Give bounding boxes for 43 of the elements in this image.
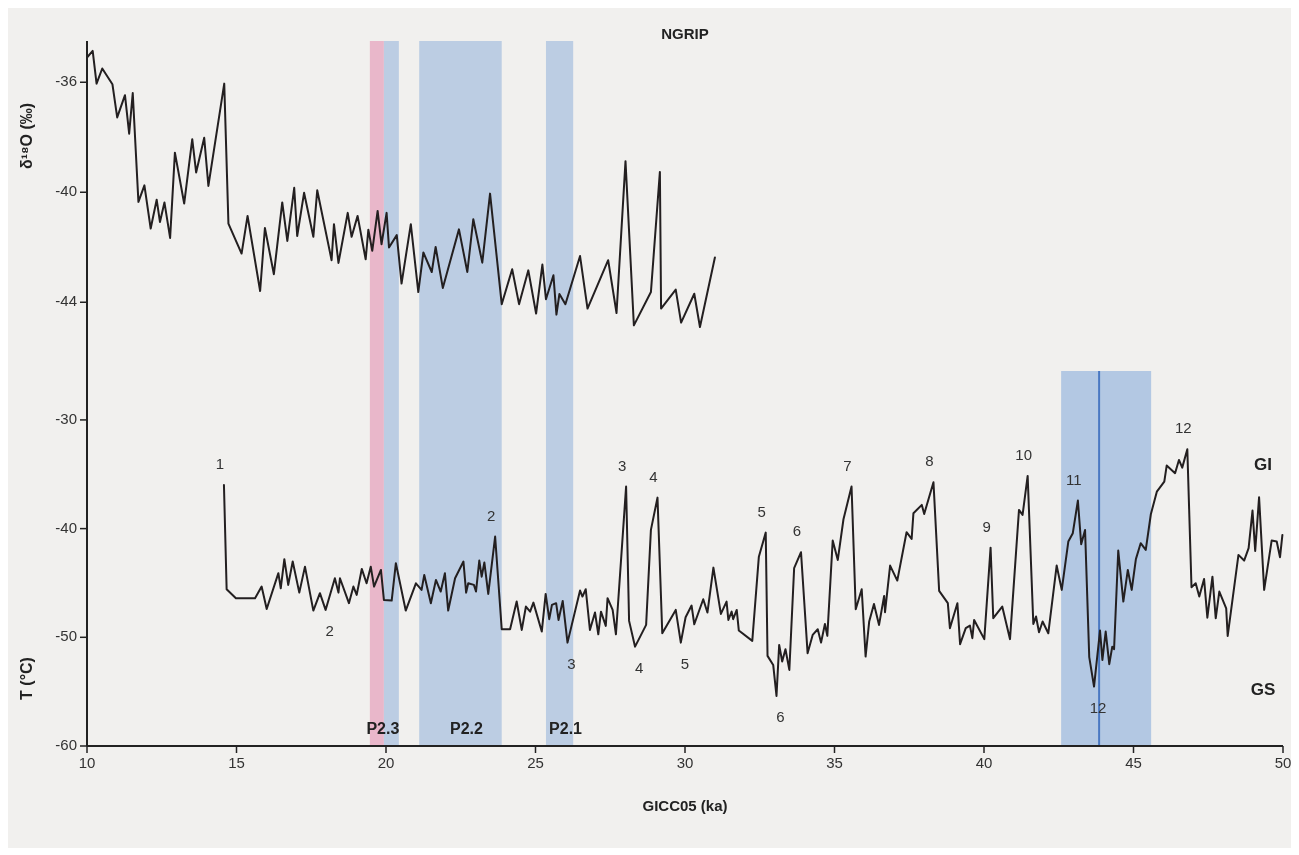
line-series <box>222 448 1284 697</box>
band-label: P2.1 <box>549 720 583 737</box>
annotation: 4 <box>649 467 658 485</box>
annotation: 5 <box>757 502 766 520</box>
x-tick-label: 15 <box>228 754 245 771</box>
y-axis-title: T (°C) <box>18 657 35 700</box>
y-tick-label: -44 <box>55 292 77 310</box>
band-label: P2.3 <box>366 720 400 737</box>
y-tick-label: -40 <box>55 518 77 536</box>
y-tick-label: -40 <box>55 182 77 200</box>
x-axis-title: GICC05 (ka) <box>642 797 728 814</box>
annotation: GI <box>1254 455 1272 475</box>
annotation: 7 <box>843 456 852 474</box>
x-tick-label: 40 <box>975 754 993 771</box>
x-tick-label: 20 <box>377 754 395 771</box>
annotation: 3 <box>617 456 627 474</box>
y-tick-label: -36 <box>55 72 77 90</box>
x-tick-label: 35 <box>826 754 843 771</box>
x-tick-label: 25 <box>527 754 544 771</box>
annotation: GS <box>1250 680 1276 700</box>
x-tick-label: 50 <box>1274 754 1292 771</box>
y-tick-label: -30 <box>55 409 77 427</box>
annotation: 6 <box>776 707 785 725</box>
annotation: 2 <box>325 621 334 639</box>
y-tick-label: -60 <box>55 735 77 753</box>
annotation: 6 <box>792 522 802 540</box>
band-label: P2.2 <box>449 720 484 737</box>
annotation: 3 <box>567 654 576 672</box>
annotation: 1 <box>215 454 225 472</box>
y-axis-title: δ¹⁸O (‰) <box>18 102 35 170</box>
annotation: 5 <box>680 654 689 672</box>
x-tick-label: 10 <box>78 754 96 771</box>
annotation: 10 <box>1015 445 1032 463</box>
annotation: 12 <box>1174 419 1192 437</box>
chart-title: NGRIP <box>661 25 709 42</box>
annotation: 8 <box>925 452 934 470</box>
annotation: 2 <box>486 506 496 524</box>
annotation: 9 <box>982 517 991 535</box>
annotation: 11 <box>1066 470 1082 488</box>
x-tick-label: 30 <box>676 754 694 771</box>
x-tick-label: 45 <box>1125 754 1142 771</box>
y-tick-label: -50 <box>55 627 77 645</box>
annotation: 4 <box>634 658 644 676</box>
